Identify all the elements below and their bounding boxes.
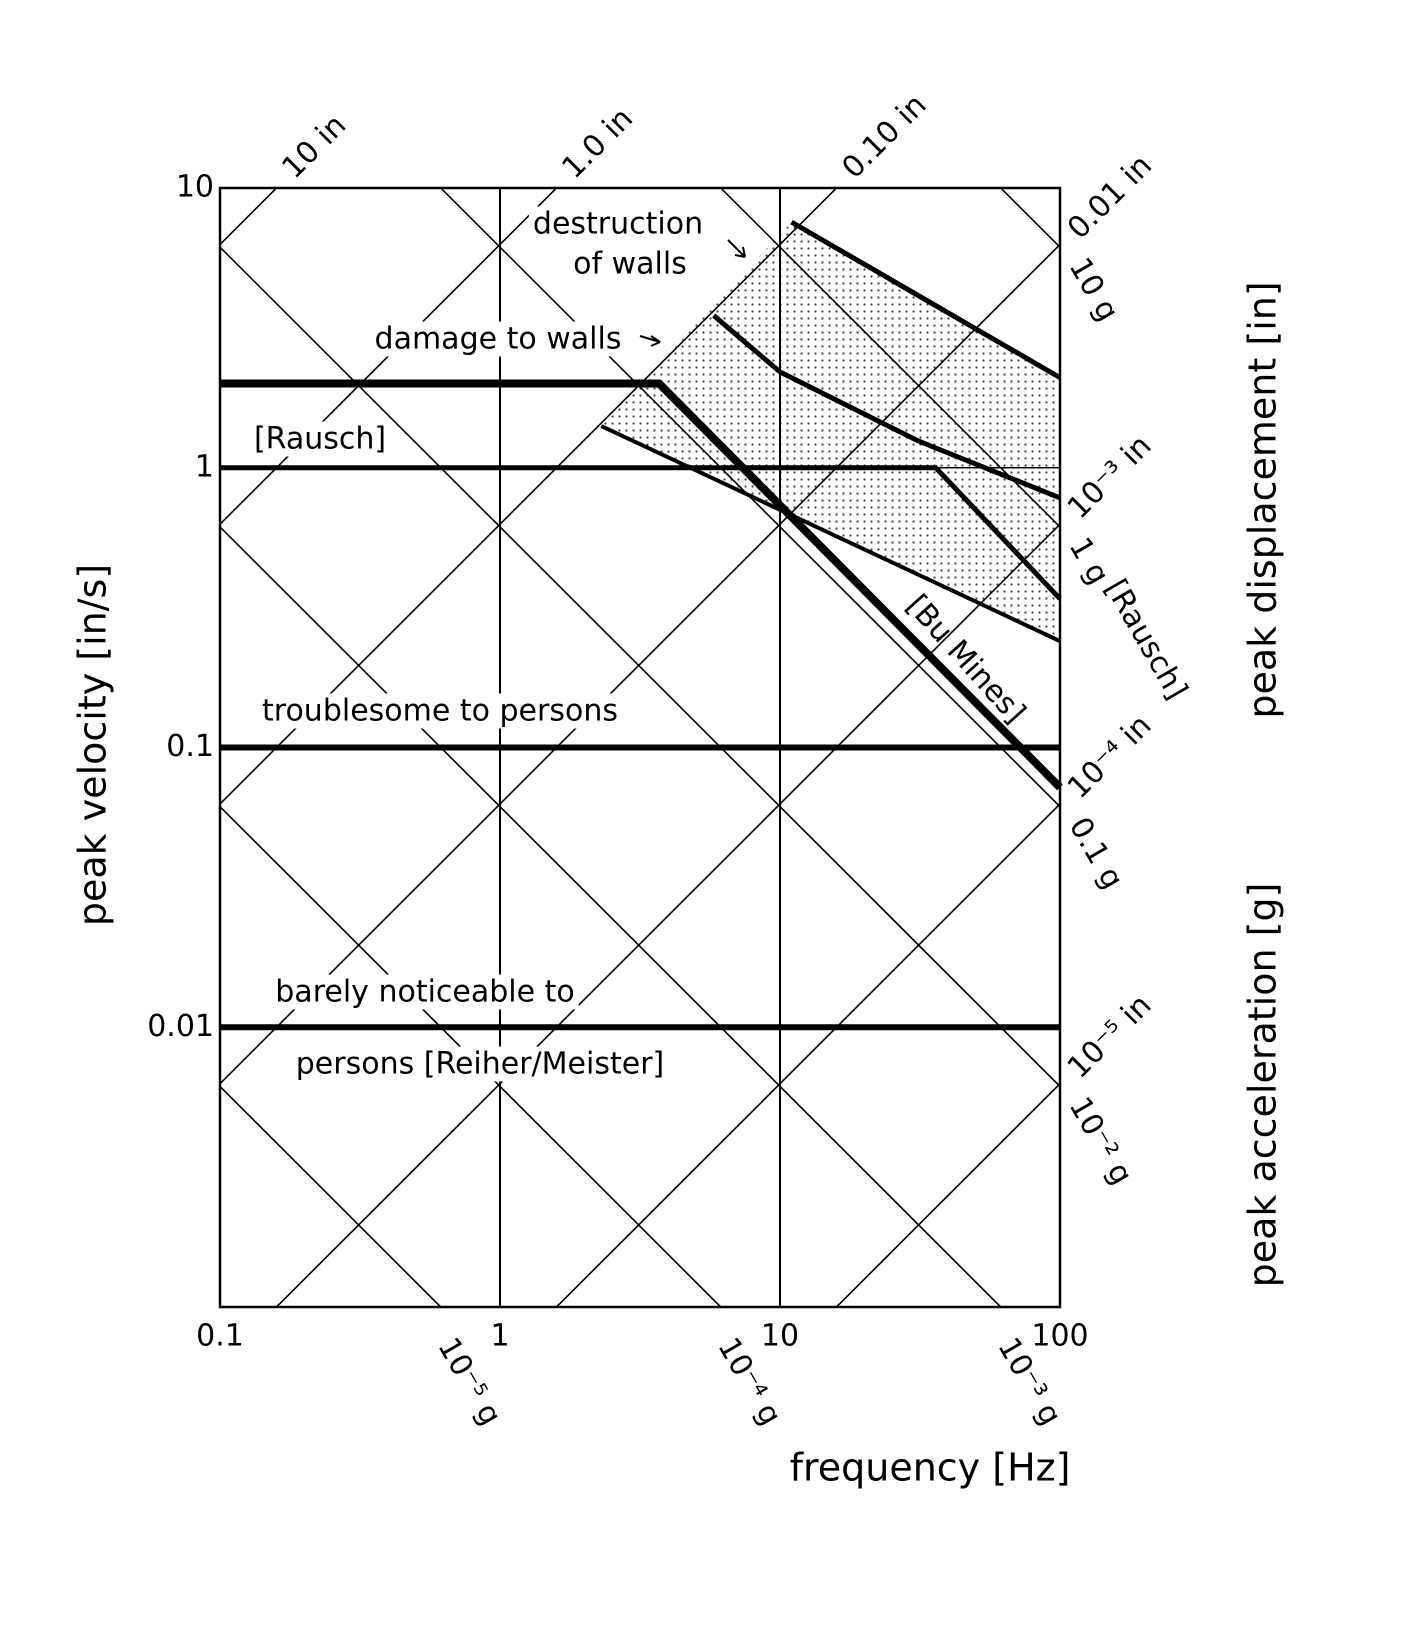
y-tick-label: 1 <box>195 449 214 484</box>
arrows <box>639 239 746 347</box>
plot-frame <box>218 186 1062 1309</box>
x-tick-label: 10 <box>761 1319 799 1354</box>
annotation: [Rausch] <box>254 422 386 457</box>
annotation-bg <box>271 974 579 1010</box>
damage-zone <box>601 222 1060 642</box>
annotation: barely noticeable to <box>275 975 574 1010</box>
x-tick-label: 1 <box>490 1319 509 1354</box>
y-axis-title: peak velocity [in/s] <box>71 564 115 926</box>
annotation-bg <box>249 421 391 457</box>
series-line <box>220 465 1062 601</box>
x-tick-label: 0.1 <box>196 1319 244 1354</box>
series-line <box>712 313 1061 501</box>
acceleration-line <box>220 526 1002 1307</box>
displacement-line <box>220 243 1060 1085</box>
annotation: of walls <box>573 247 687 282</box>
annotation: troublesome to persons <box>262 694 618 729</box>
annotation: damage to walls <box>375 322 622 357</box>
x-tick-label: 100 <box>1031 1319 1088 1354</box>
displacement-line <box>555 803 1060 1307</box>
displacement-line <box>275 523 1060 1307</box>
acceleration-line <box>719 188 1060 528</box>
y-tick-label: 0.01 <box>147 1009 214 1044</box>
series-line <box>790 219 1062 380</box>
acceleration-line <box>220 1085 442 1307</box>
annotation: persons [Reiher/Meister] <box>296 1047 664 1082</box>
x-axis-title: frequency [Hz] <box>790 1446 1071 1490</box>
series-line <box>600 424 1061 643</box>
y-tick-label: 10 <box>176 170 214 205</box>
displacement-title: peak displacement [in] <box>1241 281 1285 718</box>
y-tick-label: 0.1 <box>166 729 214 764</box>
annotation-bg <box>370 321 626 357</box>
annotation-bg <box>569 246 691 282</box>
annotation-bg <box>258 693 622 729</box>
acceleration-title: peak acceleration [g] <box>1241 883 1285 1288</box>
displacement-line <box>835 1083 1060 1307</box>
acceleration-line <box>220 806 722 1307</box>
annotation-bg <box>528 206 708 242</box>
annotation-bg <box>291 1046 669 1082</box>
series-line <box>220 379 1063 791</box>
annotation: destruction <box>533 207 703 242</box>
